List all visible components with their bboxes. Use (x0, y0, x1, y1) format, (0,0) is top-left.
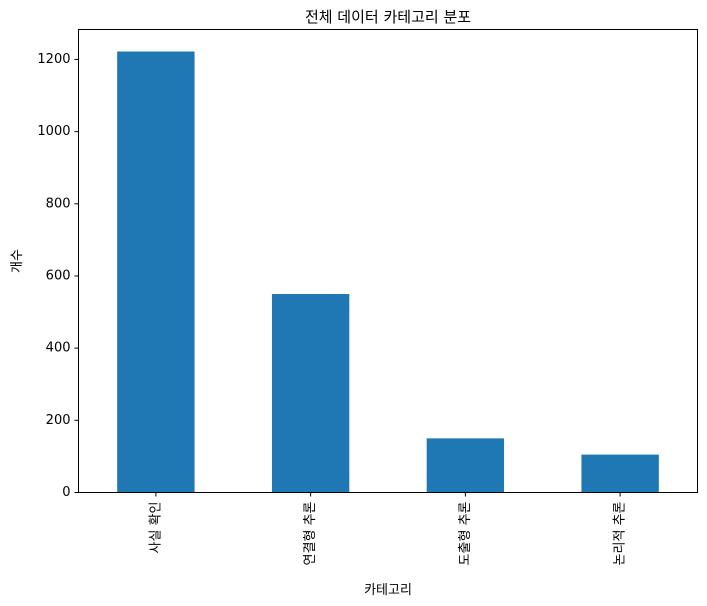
y-tick-label-2: 400 (46, 341, 71, 356)
y-tick-label-6: 1200 (37, 52, 70, 67)
y-axis: 0 200 400 600 800 1000 1200 (37, 52, 79, 500)
y-tick-label-0: 0 (62, 485, 70, 500)
bar-3 (581, 454, 659, 493)
x-tick-label-2: 도출형 추론 (458, 501, 473, 565)
y-tick-label-1: 200 (46, 413, 71, 428)
y-tick-label-4: 800 (46, 196, 71, 211)
x-tick-label-3: 논리적 추론 (613, 501, 628, 565)
chart-title: 전체 데이터 카테고리 분포 (305, 8, 471, 26)
y-axis-label: 개수 (10, 249, 25, 273)
x-tick-label-1: 연결형 추론 (303, 501, 318, 565)
bar-1 (271, 294, 350, 493)
y-tick-label-3: 600 (46, 268, 71, 283)
x-axis: 사실 확인 연결형 추론 도출형 추론 논리적 추론 (148, 492, 628, 565)
x-axis-label: 카테고리 (364, 583, 412, 598)
bars-group (117, 51, 659, 493)
plot-frame (78, 29, 698, 493)
bar-2 (426, 438, 505, 493)
x-tick-label-0: 사실 확인 (148, 502, 163, 554)
bar-0 (117, 51, 195, 493)
y-tick-label-5: 1000 (37, 124, 70, 139)
